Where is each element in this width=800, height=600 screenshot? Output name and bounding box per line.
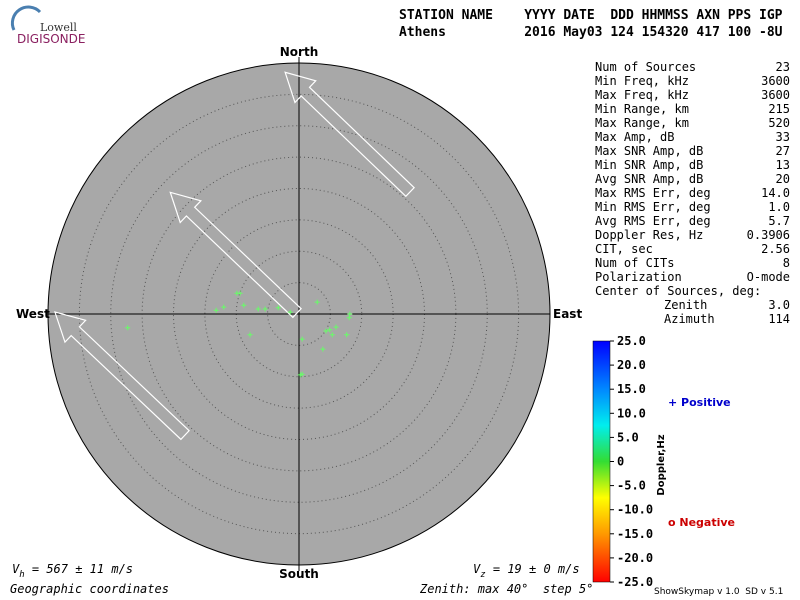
colorbar-title: Doppler,Hz	[656, 434, 667, 495]
center-label: Azimuth	[664, 312, 715, 326]
colorbar-tick-label: 0	[617, 455, 624, 469]
vz-text: Vz = 19 ± 0 m/s	[473, 562, 580, 580]
colorbar-tick-label: 10.0	[617, 406, 646, 420]
stat-value: 23	[776, 60, 790, 74]
colorbar-tick-label: 25.0	[617, 334, 646, 348]
source-point	[213, 307, 219, 313]
velocity-arrow	[284, 71, 416, 198]
logo-arc	[10, 5, 42, 31]
source-point	[275, 305, 281, 311]
source-point	[262, 306, 268, 312]
north-label: North	[280, 45, 318, 59]
source-point	[241, 302, 247, 308]
stat-label: Min SNR Amp, dB	[595, 158, 703, 172]
source-point	[125, 325, 131, 331]
stat-value: 520	[768, 116, 790, 130]
colorbar-tick-label: -10.0	[617, 503, 653, 517]
stat-label: Max Freq, kHz	[595, 88, 689, 102]
zenith-text: Zenith: max 40° step 5°	[419, 582, 593, 596]
stat-label: Avg RMS Err, deg	[595, 214, 711, 228]
logo-bottom: DIGISONDE	[17, 32, 85, 46]
east-label: East	[553, 307, 582, 321]
stat-value: 33	[776, 130, 790, 144]
stat-label: Max Range, km	[595, 116, 689, 130]
stat-label: Min Freq, kHz	[595, 74, 689, 88]
source-point	[329, 332, 335, 338]
vh-text: Vh = 567 ± 11 m/s	[12, 562, 133, 580]
stat-value: 3600	[761, 88, 790, 102]
stat-value: 2.56	[761, 242, 790, 256]
logo-top: Lowell	[40, 21, 77, 34]
stat-label: Max RMS Err, deg	[595, 186, 711, 200]
source-point	[327, 327, 333, 333]
stat-value: 13	[776, 158, 790, 172]
stat-value: O-mode	[747, 270, 790, 284]
coords-text: Geographic coordinates	[10, 582, 169, 596]
source-point	[333, 324, 339, 330]
source-point	[346, 315, 352, 321]
source-point	[344, 332, 350, 338]
stat-label: Num of CITs	[595, 256, 674, 270]
version-text: ShowSkymap v 1.0 SD v 5.1	[654, 587, 783, 597]
stat-label: Max SNR Amp, dB	[595, 144, 703, 158]
source-point	[287, 309, 293, 315]
legend-positive: + Positive	[668, 396, 731, 409]
source-point	[323, 328, 329, 334]
colorbar-tick-label: -20.0	[617, 551, 653, 565]
colorbar	[592, 340, 611, 583]
legend-negative: o Negative	[668, 516, 735, 529]
center-title: Center of Sources, deg:	[595, 284, 761, 298]
header-columns: STATION NAME YYYY DATE DDD HHMMSS AXN PP…	[399, 8, 783, 23]
source-point	[314, 299, 320, 305]
colorbar-tick-label: -5.0	[617, 479, 646, 493]
source-point	[299, 371, 305, 377]
center-label: Zenith	[664, 298, 707, 312]
center-value: 3.0	[768, 298, 790, 312]
stat-label: Max Amp, dB	[595, 130, 674, 144]
source-point	[299, 336, 305, 342]
stat-value: 1.0	[768, 200, 790, 214]
west-label: West	[16, 307, 50, 321]
stat-value: 5.7	[768, 214, 790, 228]
stat-label: Min Range, km	[595, 102, 689, 116]
stat-label: Min RMS Err, deg	[595, 200, 711, 214]
center-value: 114	[768, 312, 790, 326]
header-values: Athens 2016 May03 124 154320 417 100 -8U	[399, 25, 783, 40]
source-point	[221, 304, 227, 310]
source-point	[234, 290, 240, 296]
stat-label: Avg SNR Amp, dB	[595, 172, 703, 186]
source-point	[347, 311, 353, 317]
stat-value: 8	[783, 256, 790, 270]
colorbar-tick-label: 20.0	[617, 358, 646, 372]
stat-value: 14.0	[761, 186, 790, 200]
colorbar-tick-label: -15.0	[617, 527, 653, 541]
stat-value: 215	[768, 102, 790, 116]
source-point	[255, 306, 261, 312]
stat-value: 20	[776, 172, 790, 186]
velocity-arrow	[169, 191, 302, 319]
source-point	[247, 332, 253, 338]
source-point	[320, 346, 326, 352]
stat-value: 3600	[761, 74, 790, 88]
stat-label: Num of Sources	[595, 60, 696, 74]
colorbar-tick-label: 15.0	[617, 382, 646, 396]
velocity-arrow	[54, 311, 190, 441]
stat-label: CIT, sec	[595, 242, 653, 256]
colorbar-tick-label: 5.0	[617, 430, 639, 444]
stat-value: 0.3906	[747, 228, 790, 242]
stat-value: 27	[776, 144, 790, 158]
sources	[125, 290, 353, 378]
colorbar-tick-label: -25.0	[617, 575, 653, 589]
stat-label: Doppler Res, Hz	[595, 228, 703, 242]
stat-label: Polarization	[595, 270, 682, 284]
south-label: South	[279, 567, 319, 581]
